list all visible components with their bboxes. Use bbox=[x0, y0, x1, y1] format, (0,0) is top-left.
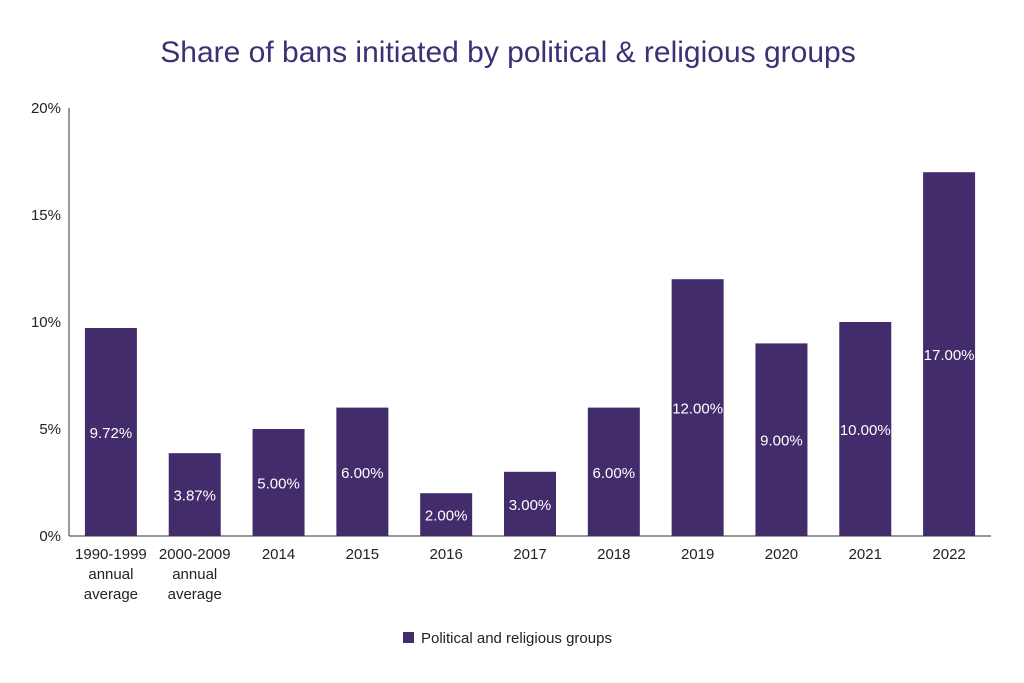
y-tick-label: 20% bbox=[31, 100, 61, 117]
legend: Political and religious groups bbox=[403, 630, 612, 647]
x-tick-label: 2017 bbox=[513, 546, 546, 563]
bar-value-label: 10.00% bbox=[840, 422, 891, 439]
bar bbox=[168, 453, 221, 536]
bar-value-label: 5.00% bbox=[257, 476, 300, 493]
bar-labels: 9.72% 3.87% 5.00% 6.00% 2.00% 3.00% 6.00% 12.00… bbox=[90, 347, 975, 524]
x-tick-label: 2018 bbox=[597, 546, 630, 563]
bar bbox=[84, 327, 137, 536]
x-tick-label: annual bbox=[172, 566, 217, 583]
bar bbox=[755, 343, 808, 536]
bars bbox=[84, 172, 976, 536]
x-tick-label: 2021 bbox=[849, 546, 882, 563]
x-tick-label: 2015 bbox=[346, 546, 379, 563]
x-tick-label: 2016 bbox=[429, 546, 462, 563]
bar-value-label: 12.00% bbox=[672, 401, 723, 418]
bar bbox=[923, 172, 976, 536]
x-tick-label: 2022 bbox=[932, 546, 965, 563]
bar bbox=[252, 429, 305, 536]
bar-value-label: 6.00% bbox=[593, 465, 636, 482]
bar-value-label: 2.00% bbox=[425, 508, 468, 525]
x-tick-label: 2014 bbox=[262, 546, 295, 563]
y-tick-label: 0% bbox=[39, 528, 61, 545]
bar-value-label: 17.00% bbox=[924, 347, 975, 364]
bar-value-label: 9.72% bbox=[90, 425, 133, 442]
x-tick-label: average bbox=[168, 586, 222, 603]
x-tick-label: 1990-1999 bbox=[75, 546, 147, 563]
bar bbox=[336, 407, 389, 536]
bar bbox=[671, 279, 724, 536]
bar bbox=[504, 471, 556, 536]
y-tick-label: 5% bbox=[39, 421, 61, 438]
bar bbox=[839, 322, 892, 536]
chart-title: Share of bans initiated by political & r… bbox=[160, 36, 855, 69]
legend-label: Political and religious groups bbox=[421, 630, 612, 647]
bar bbox=[587, 407, 640, 536]
x-axis: 1990-1999 annual average 2000-2009 annual ave… bbox=[69, 535, 991, 603]
x-tick-label: annual bbox=[88, 566, 133, 583]
x-tick-label: 2020 bbox=[765, 546, 798, 563]
legend-swatch bbox=[403, 632, 414, 643]
x-tick-label: average bbox=[84, 586, 138, 603]
y-tick-label: 15% bbox=[31, 207, 61, 224]
bar-value-label: 6.00% bbox=[341, 465, 384, 482]
bar-value-label: 9.00% bbox=[760, 433, 803, 450]
x-tick-label: 2019 bbox=[681, 546, 714, 563]
bar-value-label: 3.00% bbox=[509, 497, 552, 514]
y-axis: 0% 5% 10% 15% 20% bbox=[31, 100, 70, 545]
bar-value-label: 3.87% bbox=[173, 488, 216, 505]
bar bbox=[420, 493, 473, 536]
x-tick-label: 2000-2009 bbox=[159, 546, 231, 563]
y-tick-label: 10% bbox=[31, 314, 61, 331]
